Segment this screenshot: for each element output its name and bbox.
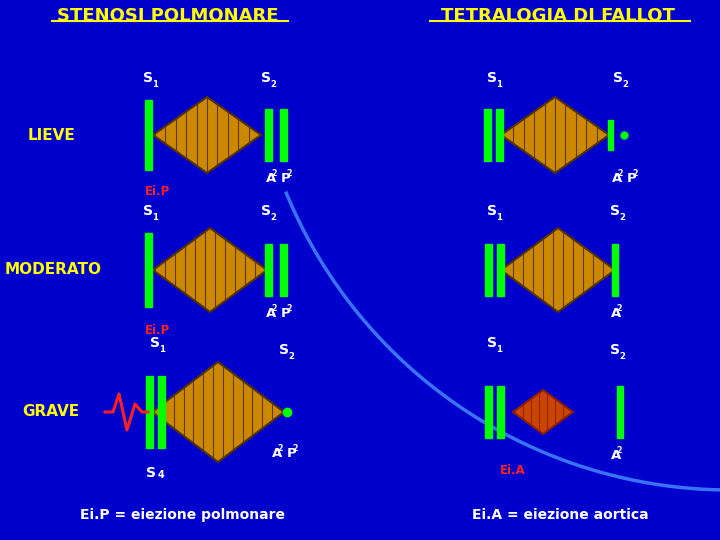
Text: S: S <box>613 71 623 85</box>
Polygon shape <box>501 97 609 173</box>
Polygon shape <box>501 228 615 312</box>
Bar <box>264 109 271 161</box>
Text: S: S <box>279 343 289 357</box>
Text: S: S <box>610 204 620 218</box>
Text: GRAVE: GRAVE <box>22 404 79 420</box>
Text: A: A <box>611 449 621 462</box>
Bar <box>484 109 490 161</box>
Polygon shape <box>153 228 267 312</box>
Text: 2: 2 <box>618 170 623 178</box>
Text: P: P <box>287 447 297 460</box>
Bar <box>495 109 503 161</box>
Text: P: P <box>281 307 291 320</box>
Text: TETRALOGIA DI FALLOT: TETRALOGIA DI FALLOT <box>441 7 675 25</box>
Polygon shape <box>153 97 261 173</box>
Text: A: A <box>266 172 276 185</box>
Text: A: A <box>272 447 282 460</box>
Text: 2: 2 <box>287 305 292 313</box>
Text: 2: 2 <box>271 305 277 313</box>
Bar <box>497 386 503 438</box>
Text: A: A <box>611 307 621 320</box>
Polygon shape <box>513 390 573 434</box>
Text: Ei.P: Ei.P <box>145 185 171 198</box>
Text: S: S <box>487 336 497 350</box>
Text: 1: 1 <box>159 345 165 354</box>
Text: 2: 2 <box>619 352 625 361</box>
Text: 2: 2 <box>271 170 277 178</box>
Bar <box>612 244 618 296</box>
Text: 2: 2 <box>619 213 625 222</box>
Bar <box>279 244 287 296</box>
Text: S: S <box>610 343 620 357</box>
Bar <box>145 100 151 170</box>
Text: 2: 2 <box>616 447 622 455</box>
Text: Ei.A = eiezione aortica: Ei.A = eiezione aortica <box>472 508 648 522</box>
Text: P: P <box>281 172 291 185</box>
Bar <box>158 376 164 448</box>
Text: Ei.P = eiezione polmonare: Ei.P = eiezione polmonare <box>81 508 286 522</box>
Text: S: S <box>143 204 153 218</box>
Text: S: S <box>143 71 153 85</box>
Bar <box>264 244 271 296</box>
Text: 2: 2 <box>270 80 276 89</box>
Text: 2: 2 <box>616 305 622 313</box>
Text: S: S <box>487 71 497 85</box>
Text: 1: 1 <box>496 80 502 89</box>
Text: S: S <box>150 336 160 350</box>
Text: 1: 1 <box>152 213 158 222</box>
Text: 2: 2 <box>292 444 298 454</box>
Text: 2: 2 <box>277 444 283 454</box>
Bar <box>485 386 492 438</box>
Text: 4: 4 <box>158 470 165 480</box>
Bar <box>145 233 151 307</box>
Text: 1: 1 <box>152 80 158 89</box>
Text: MODERATO: MODERATO <box>5 262 102 278</box>
Polygon shape <box>152 362 284 462</box>
Text: S: S <box>146 466 156 480</box>
Text: A: A <box>266 307 276 320</box>
Bar <box>497 244 503 296</box>
Bar <box>145 376 153 448</box>
Text: 2: 2 <box>287 170 292 178</box>
Text: 2: 2 <box>622 80 628 89</box>
Text: A: A <box>612 172 622 185</box>
Bar <box>485 244 492 296</box>
Text: Ei.P: Ei.P <box>145 324 171 337</box>
Text: 2: 2 <box>270 213 276 222</box>
Bar <box>617 386 623 438</box>
Text: S: S <box>487 204 497 218</box>
Text: 2: 2 <box>632 170 638 178</box>
Text: Ei.A: Ei.A <box>500 464 526 477</box>
Text: S: S <box>261 204 271 218</box>
Text: 1: 1 <box>496 213 502 222</box>
Bar <box>608 120 613 150</box>
Text: P: P <box>627 172 636 185</box>
Text: LIEVE: LIEVE <box>28 127 76 143</box>
Text: 2: 2 <box>288 352 294 361</box>
Bar <box>279 109 287 161</box>
Text: STENOSI POLMONARE: STENOSI POLMONARE <box>58 7 279 25</box>
Text: 1: 1 <box>496 345 502 354</box>
Text: S: S <box>261 71 271 85</box>
